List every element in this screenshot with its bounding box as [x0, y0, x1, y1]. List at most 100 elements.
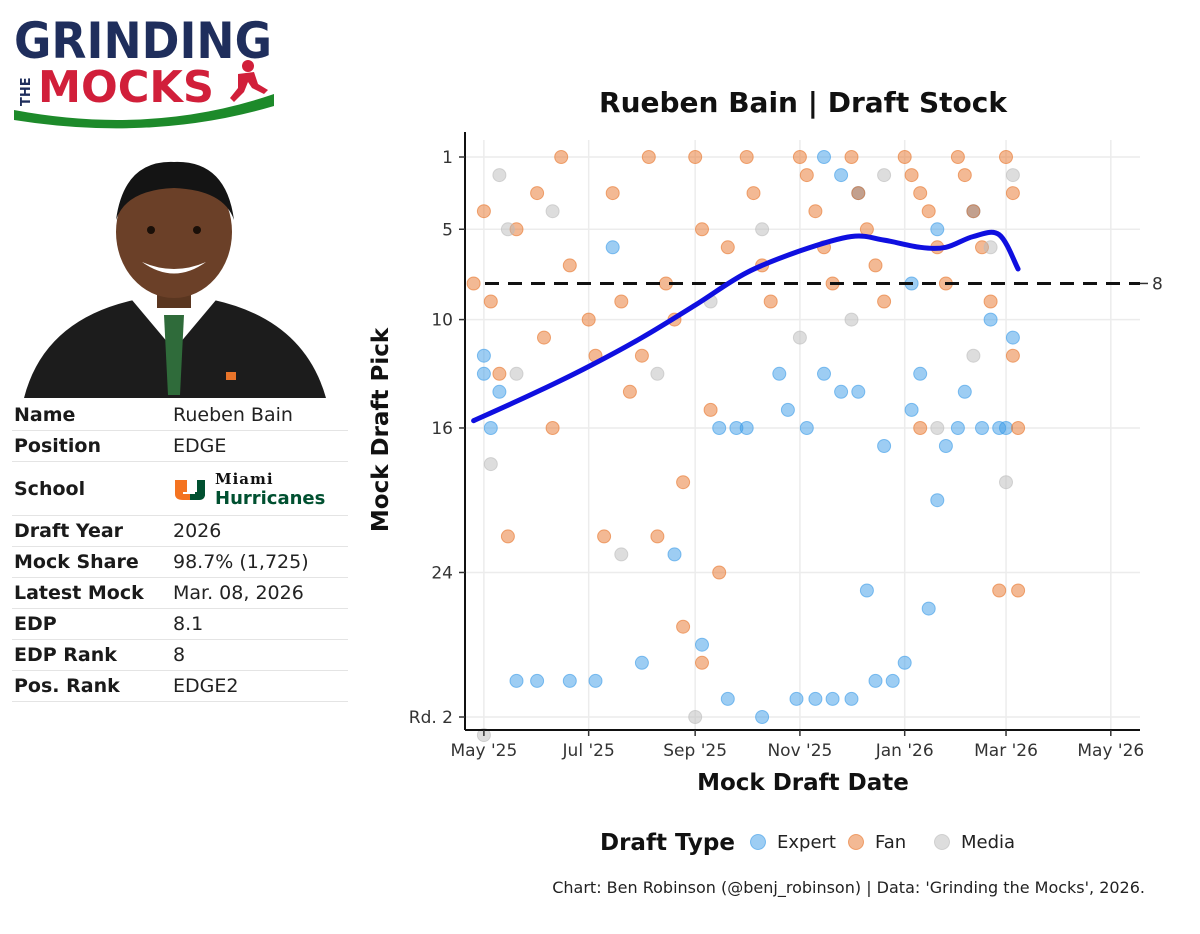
data-point-media [483, 457, 498, 472]
info-value: Mar. 08, 2026 [171, 577, 348, 609]
data-point-fan [622, 384, 637, 399]
legend-swatch-media [934, 834, 950, 850]
reference-line-label: 8 [1152, 274, 1163, 294]
data-point-fan [950, 150, 965, 164]
legend-swatch-fan [848, 834, 864, 850]
data-point-fan [581, 312, 596, 327]
data-point-fan [1005, 186, 1020, 201]
field-stripe-icon [14, 94, 274, 129]
info-row: School Miami Hurricanes [12, 461, 348, 516]
data-point-media [545, 204, 560, 219]
info-key: EDP Rank [12, 639, 171, 671]
data-point-fan [703, 402, 718, 417]
data-point-fan [739, 150, 754, 164]
y-tick-label: 5 [442, 220, 453, 240]
data-point-fan [897, 150, 912, 164]
info-value: 98.7% (1,725) [171, 546, 348, 578]
data-point-fan [1011, 421, 1026, 435]
data-point-fan [492, 366, 507, 381]
data-point-fan [650, 529, 665, 544]
info-row: EDP Rank 8 [12, 639, 348, 671]
data-point-fan [808, 204, 823, 219]
data-point-media [844, 312, 859, 327]
data-point-fan [1011, 583, 1026, 598]
data-point-fan [877, 294, 892, 309]
data-point-fan [676, 475, 691, 490]
data-point-expert [720, 691, 735, 706]
data-point-expert [817, 366, 831, 381]
data-point-expert [530, 673, 545, 688]
data-point-fan [921, 204, 936, 219]
x-tick-label: Jan '26 [875, 741, 934, 761]
data-point-media [614, 547, 629, 562]
data-point-media [500, 222, 515, 237]
legend-label-media: Media [961, 832, 1015, 853]
data-point-expert [904, 402, 919, 417]
data-point-fan [466, 276, 481, 291]
info-value: 8 [171, 639, 348, 671]
data-point-fan [913, 186, 928, 201]
info-row: Mock Share 98.7% (1,725) [12, 546, 348, 578]
data-point-expert [817, 150, 831, 164]
data-point-fan [562, 258, 577, 273]
data-point-expert [755, 710, 770, 724]
data-point-fan [868, 258, 883, 273]
data-point-fan [545, 421, 560, 435]
data-point-expert [859, 583, 874, 598]
data-point-fan [530, 186, 545, 201]
data-point-fan [746, 186, 761, 201]
school-logo-top: Miami [215, 469, 274, 488]
data-point-media [983, 240, 998, 255]
data-point-fan [799, 168, 814, 183]
legend-swatch-expert [750, 834, 766, 850]
data-point-expert [789, 691, 804, 706]
data-point-expert [799, 421, 814, 435]
data-point-fan [537, 330, 551, 345]
info-key: School [12, 461, 171, 516]
data-point-media [1005, 168, 1020, 183]
data-point-fan [844, 150, 859, 164]
info-value: 8.1 [171, 608, 348, 640]
x-tick-label: May '26 [1077, 741, 1144, 761]
chart-title: Rueben Bain | Draft Stock [599, 86, 1008, 119]
data-point-fan [904, 168, 919, 183]
data-point-fan [763, 294, 778, 309]
data-point-media [755, 222, 770, 237]
data-point-expert [808, 691, 823, 706]
info-row: Position EDGE [12, 430, 348, 462]
data-point-media [688, 710, 703, 724]
data-point-expert [492, 384, 507, 399]
data-point-fan [1005, 348, 1020, 363]
legend-title: Draft Type [600, 830, 735, 856]
x-tick-label: Sep '25 [663, 741, 727, 761]
info-value: EDGE [171, 430, 348, 462]
grinding-the-mocks-logo: GRINDING THE MOCKS [14, 12, 274, 129]
data-point-fan [999, 150, 1013, 164]
player-info-table: Name Rueben Bain Position EDGE School Miami Hu… [12, 400, 348, 702]
y-tick-label: 24 [431, 563, 453, 583]
data-point-fan [500, 529, 515, 544]
data-point-fan [966, 204, 981, 219]
data-point-expert [772, 366, 787, 381]
data-point-expert [844, 691, 859, 706]
miami-u-icon [175, 479, 205, 500]
data-point-fan [605, 186, 620, 201]
data-point-expert [634, 655, 649, 670]
data-point-expert [1005, 330, 1020, 345]
data-point-expert [476, 348, 491, 363]
data-point-media [509, 366, 524, 381]
draft-stock-chart: Rueben Bain | Draft Stock 8 1 5 10 16 24 Rd. 2 M… [368, 86, 1163, 898]
info-value: EDGE2 [171, 670, 348, 702]
data-point-expert [695, 637, 709, 652]
legend-label-fan: Fan [875, 832, 906, 853]
logo-the-text: THE [19, 77, 34, 106]
data-point-expert [712, 421, 727, 435]
data-point-expert [975, 421, 989, 435]
data-point-media [999, 475, 1013, 490]
data-point-media [966, 348, 981, 363]
x-tick-label: Nov '25 [767, 741, 832, 761]
legend-label-expert: Expert [777, 832, 836, 853]
data-point-fan [983, 294, 998, 309]
data-point-fan [712, 565, 727, 580]
chart-caption: Chart: Ben Robinson (@benj_robinson) | D… [552, 878, 1145, 898]
